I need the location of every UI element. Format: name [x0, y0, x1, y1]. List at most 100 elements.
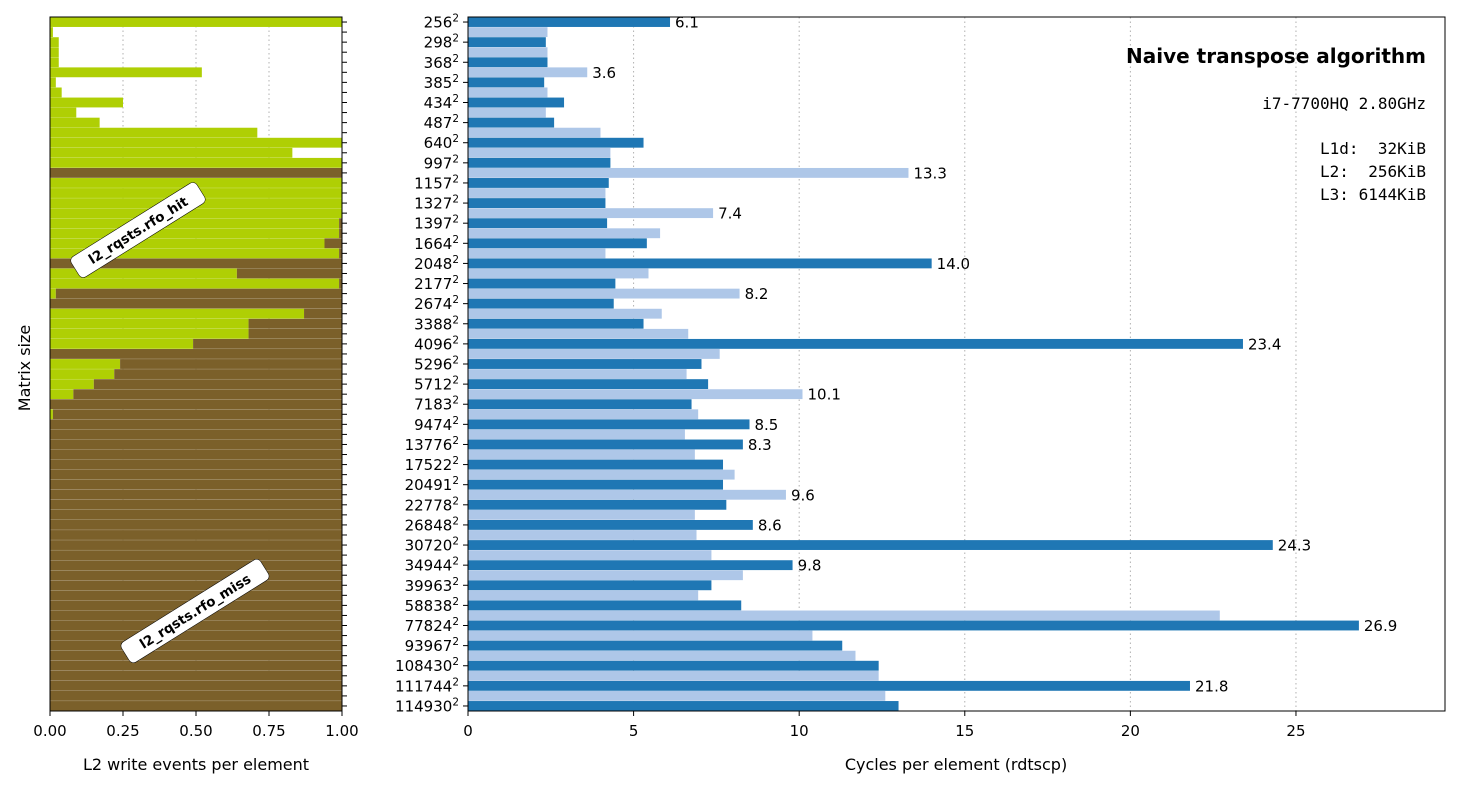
cycles-bar: [468, 409, 699, 420]
rfo-miss-bar: [50, 540, 342, 550]
cycles-bar: [468, 37, 546, 48]
cycles-bar: [468, 87, 548, 98]
left-x-tick-label: 1.00: [325, 722, 358, 740]
right-x-axis-title: Cycles per element (rdtscp): [845, 755, 1067, 774]
bar-value-label: 8.2: [745, 285, 769, 303]
rfo-miss-bar: [324, 238, 342, 249]
rfo-miss-bar: [52, 409, 343, 420]
cycles-bar: [468, 540, 1273, 550]
rfo-miss-bar: [50, 449, 342, 460]
rfo-hit-bar: [50, 137, 342, 148]
rfo-hit-bar: [50, 208, 342, 219]
cycles-bar: [468, 57, 548, 68]
rfo-hit-bar: [50, 47, 59, 58]
rfo-hit-bar: [50, 288, 56, 299]
cycles-bar: [468, 429, 685, 440]
cycles-bar: [468, 399, 692, 410]
right-x-tick-label: 20: [1121, 722, 1140, 740]
rfo-hit-bar: [50, 338, 194, 349]
left-x-ticks: 0.00 0.25 0.50 0.75 1.00: [33, 711, 359, 740]
rfo-hit-bar: [50, 278, 340, 289]
rfo-miss-bar: [50, 550, 342, 561]
cycles-bar: [468, 479, 724, 490]
cache-l1d: L1d: 32KiB: [1320, 139, 1426, 158]
rfo-miss-bar: [50, 258, 342, 269]
cycles-bar: [468, 590, 699, 601]
bar-value-label: 8.5: [755, 416, 779, 434]
rfo-hit-bar: [50, 107, 77, 118]
rfo-hit-bar: [50, 238, 325, 249]
bar-value-label: 6.1: [675, 14, 699, 32]
rfo-miss-bar: [55, 288, 343, 299]
cycles-bar: [468, 419, 750, 430]
cycles-bar: [468, 550, 712, 561]
l2-events-panel: 0.00 0.25 0.50 0.75 1.00 L2 write events per…: [15, 16, 359, 774]
left-y-ticks: [342, 21, 347, 707]
rfo-hit-bar: [50, 147, 293, 158]
bar-value-label: 13.3: [913, 164, 946, 182]
rfo-miss-bar: [50, 519, 342, 530]
matrix-size-label: 137762: [405, 435, 459, 454]
rfo-miss-bar: [50, 590, 342, 601]
cycles-bar: [468, 218, 608, 229]
rfo-hit-bar: [50, 127, 258, 138]
bar-value-label: 23.4: [1248, 335, 1281, 353]
rfo-miss-bar: [50, 349, 342, 359]
cycles-bar: [468, 258, 932, 269]
rfo-miss-bar: [114, 369, 343, 379]
cycles-bar: [468, 690, 886, 701]
cycles-bar: [468, 288, 740, 299]
cycles-bar: [468, 680, 1190, 691]
chart-title: Naive transpose algorithm: [1126, 44, 1426, 68]
cycles-bar: [468, 489, 786, 500]
rfo-hit-bar: [50, 228, 340, 239]
cycles-bar: [468, 509, 695, 520]
matrix-size-label: 16642: [414, 234, 459, 253]
rfo-miss-bar: [339, 228, 342, 239]
matrix-size-label: 2982: [424, 33, 459, 52]
cycles-bar: [468, 499, 727, 510]
cycles-bar: [468, 620, 1359, 631]
rfo-hit-bar: [50, 117, 100, 128]
matrix-size-label: 3682: [424, 53, 459, 72]
matrix-size-label: 349442: [405, 556, 459, 575]
rfo-miss-bar: [50, 580, 342, 591]
cycles-bar: [468, 650, 856, 661]
rfo-miss-bar: [50, 459, 342, 470]
matrix-size-label: 13972: [414, 214, 459, 233]
bar-value-label: 21.8: [1195, 677, 1228, 695]
rfo-hit-bar: [50, 248, 340, 259]
left-x-tick-label: 0.75: [252, 722, 285, 740]
rfo-miss-bar: [50, 530, 342, 540]
cpu-info: i7-7700HQ 2.80GHz: [1262, 94, 1426, 113]
cycles-bar: [468, 107, 546, 118]
rfo-miss-bar: [50, 469, 342, 480]
cycles-bar: [468, 519, 753, 530]
left-x-tick-label: 0.00: [33, 722, 66, 740]
cycles-bar: [468, 127, 601, 138]
bar-value-label: 26.9: [1364, 617, 1397, 635]
rfo-hit-bar: [50, 97, 123, 108]
cycles-bar: [468, 469, 735, 480]
cycles-bar: [468, 660, 879, 671]
cycles-bar: [468, 640, 843, 651]
rfo-hit-bar: [50, 409, 53, 420]
rfo-hit-bar: [50, 218, 340, 229]
bar-value-label: 9.8: [798, 557, 822, 575]
bar-value-label: 8.6: [758, 516, 782, 534]
cycles-bar: [468, 379, 709, 390]
cycles-bar: [468, 530, 697, 540]
cycles-bar: [468, 47, 548, 58]
cycles-bar: [468, 298, 614, 309]
rfo-miss-bar: [50, 399, 342, 410]
matrix-size-label: 204912: [405, 475, 459, 494]
matrix-size-label: 1117442: [395, 676, 459, 695]
cycles-bar: [468, 580, 712, 591]
right-x-ticks: 0 5 10 15 20 25: [463, 711, 1306, 740]
rfo-hit-bar: [50, 379, 94, 390]
rfo-miss-bar: [50, 509, 342, 520]
cache-l2: L2: 256KiB: [1320, 162, 1426, 181]
matrix-size-label: 778242: [405, 616, 459, 635]
cycles-bar: [468, 67, 588, 78]
